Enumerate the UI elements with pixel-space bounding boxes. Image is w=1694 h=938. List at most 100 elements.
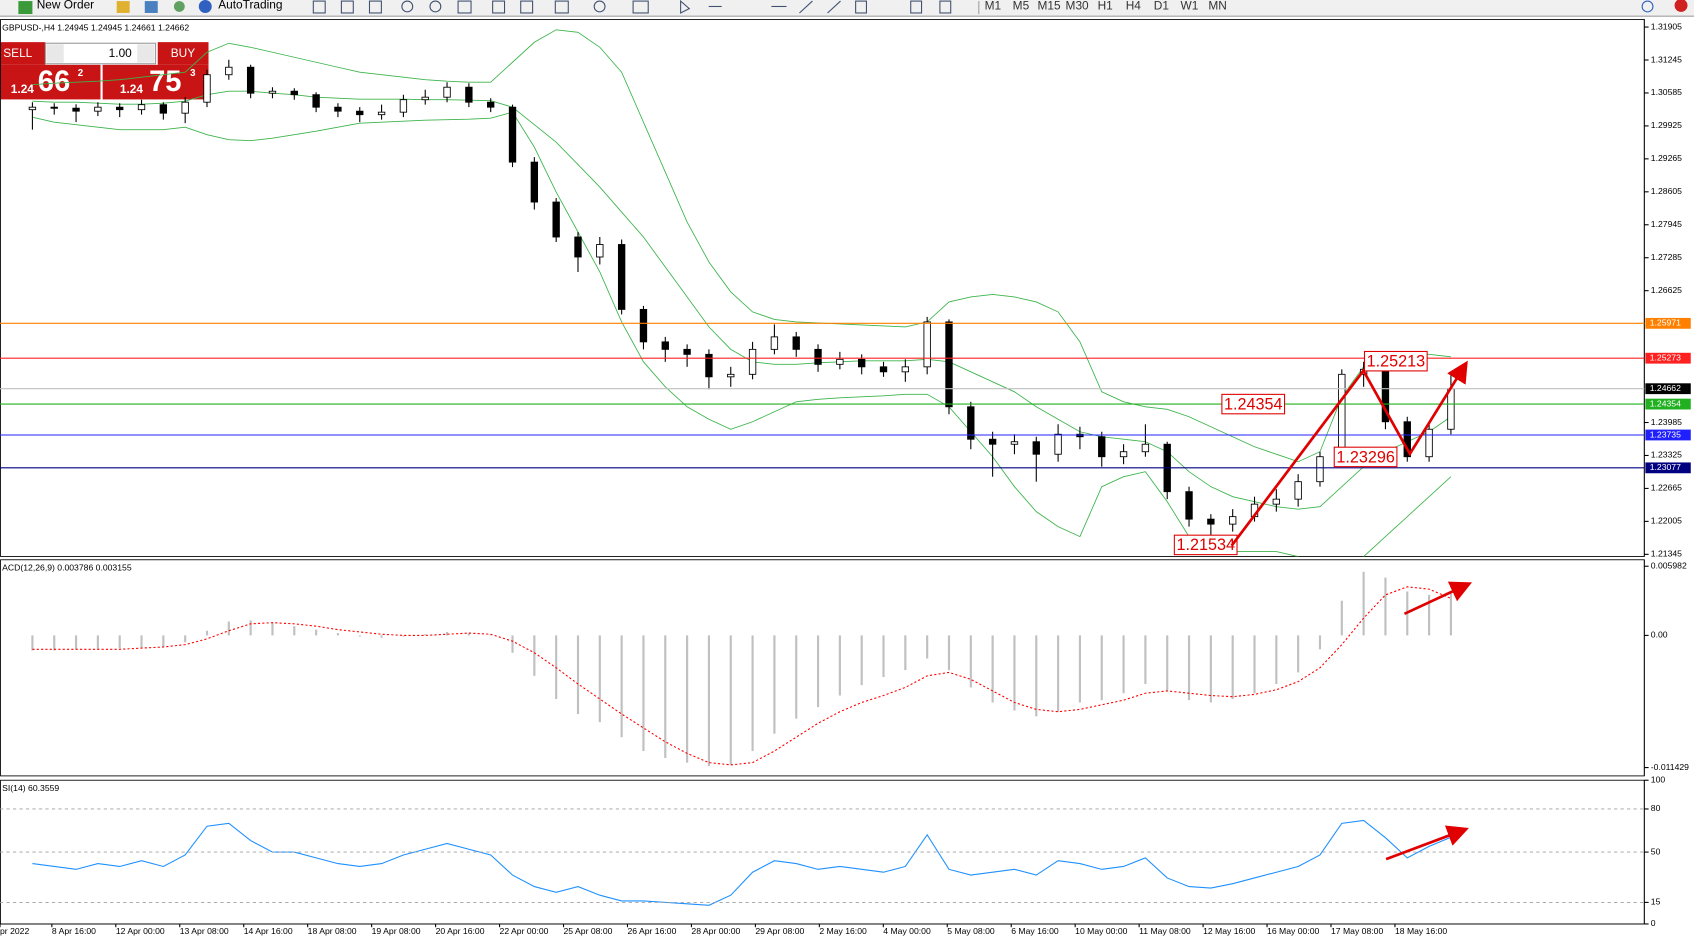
timeframe-button[interactable]: M15 — [1037, 0, 1060, 13]
candle-body — [290, 90, 298, 96]
arrow-tool[interactable] — [939, 0, 952, 14]
x-tick-label: pr 2022 — [0, 926, 29, 936]
candle-body — [508, 106, 517, 163]
candle-body — [421, 96, 429, 101]
icon[interactable] — [173, 1, 185, 12]
one-click-trading: SELL 1.00 BUY 1.24 66 2 1.24 75 3 — [0, 42, 209, 100]
macd-bar — [795, 635, 798, 719]
x-tick-label: 28 Apr 00:00 — [691, 926, 740, 936]
sell-price-prefix: 1.24 — [11, 82, 35, 96]
timeframe-button[interactable]: MN — [1208, 0, 1226, 13]
x-tick-label: 22 Apr 00:00 — [500, 926, 549, 936]
macd-bar — [1122, 635, 1125, 694]
timeframe-button[interactable]: M1 — [985, 0, 1002, 13]
annotation-label: 1.21534 — [1177, 536, 1236, 554]
sell-price-pips: 66 — [38, 66, 70, 98]
buy-label[interactable]: BUY — [171, 46, 195, 60]
candle-body — [50, 106, 58, 109]
y-tick-label: 1.22665 — [1651, 483, 1682, 493]
price-level-label: 1.23077 — [1650, 462, 1681, 472]
annotation-label: 1.23296 — [1336, 448, 1395, 466]
icon[interactable] — [116, 1, 130, 13]
cursor-tool[interactable] — [680, 0, 691, 14]
macd-bar — [1209, 635, 1212, 703]
candle-body — [356, 110, 364, 116]
icon[interactable] — [492, 0, 506, 14]
y-tick-label: -0.011429 — [1651, 762, 1689, 772]
x-tick-label: 14 Apr 16:00 — [244, 926, 293, 936]
annotation-box — [1363, 350, 1428, 372]
volume-down[interactable] — [46, 44, 64, 63]
trend-tool[interactable] — [799, 0, 813, 14]
candle-body — [312, 94, 320, 108]
drawn-arrows — [1230, 360, 1473, 861]
x-tick-label: 25 Apr 08:00 — [564, 926, 613, 936]
y-tick-label: 15 — [1651, 897, 1661, 907]
buy-button[interactable] — [157, 42, 209, 65]
macd-bar — [358, 635, 361, 637]
icon[interactable] — [632, 0, 649, 14]
y-tick-label: 1.31905 — [1651, 21, 1682, 31]
autotrading-icon[interactable] — [198, 0, 212, 13]
candle-body — [334, 106, 342, 112]
icon[interactable] — [554, 0, 569, 14]
macd-bar — [729, 635, 732, 765]
candle-body — [1425, 428, 1433, 458]
icon[interactable] — [312, 0, 326, 14]
macd-bar — [860, 635, 863, 686]
timeframe-button[interactable]: W1 — [1181, 0, 1199, 13]
macd-bar — [1297, 635, 1300, 673]
macd-bar — [707, 635, 711, 767]
volume-input[interactable] — [44, 42, 157, 65]
timeframe-button[interactable]: M5 — [1013, 0, 1030, 13]
sell-button[interactable] — [0, 42, 46, 65]
macd-bar — [686, 635, 689, 763]
timeframe-button[interactable]: M30 — [1066, 0, 1089, 13]
volume-value[interactable]: 1.00 — [109, 46, 133, 60]
icon[interactable] — [520, 0, 534, 14]
zoom-out[interactable] — [429, 0, 442, 13]
icon[interactable] — [340, 0, 354, 14]
price-level-label: 1.23735 — [1650, 429, 1681, 439]
buy-price[interactable] — [102, 64, 209, 100]
candle-body — [94, 106, 102, 112]
volume-up[interactable] — [137, 44, 155, 63]
search-icon[interactable] — [1641, 0, 1654, 13]
text-tool[interactable] — [910, 0, 923, 14]
timeframe-button[interactable]: H1 — [1098, 0, 1114, 13]
notification-icon[interactable] — [1674, 0, 1688, 12]
zoom-in[interactable] — [401, 0, 414, 13]
candle-body — [1447, 388, 1455, 430]
timeframe-button[interactable]: D1 — [1154, 0, 1170, 13]
channel-tool[interactable] — [827, 0, 841, 14]
candle-body — [72, 107, 80, 112]
x-tick-label: 16 May 00:00 — [1267, 926, 1319, 936]
candle-body — [705, 353, 713, 378]
y-tick-label: 1.22005 — [1651, 516, 1682, 526]
autotrading-button[interactable]: AutoTrading — [218, 0, 282, 12]
icon[interactable] — [593, 0, 606, 13]
macd-bar — [1340, 600, 1343, 636]
timeframe-button[interactable]: H4 — [1126, 0, 1142, 13]
macd-bar — [184, 635, 187, 643]
macd-bar — [1428, 594, 1431, 636]
new-order-button[interactable]: New Order — [37, 0, 94, 12]
icon[interactable] — [368, 0, 382, 14]
candle-body — [923, 321, 931, 368]
icon[interactable] — [144, 1, 158, 13]
icon[interactable] — [457, 0, 472, 14]
new-order-icon[interactable] — [18, 1, 33, 15]
candle-body — [487, 101, 495, 108]
candle-body — [137, 104, 146, 111]
price-level-tag — [1645, 383, 1691, 395]
sell-label[interactable]: SELL — [3, 46, 32, 60]
macd-bar — [271, 622, 274, 636]
fibo-tool[interactable] — [855, 0, 867, 14]
candle-body — [1185, 491, 1193, 520]
pane-plot — [28, 29, 1455, 557]
candle-body — [617, 244, 626, 310]
macd-bar — [620, 635, 623, 738]
pane-title: ACD(12,26,9) 0.003786 0.003155 — [2, 563, 132, 573]
macd-bar — [1275, 635, 1278, 684]
price-level-tag — [1645, 462, 1691, 474]
